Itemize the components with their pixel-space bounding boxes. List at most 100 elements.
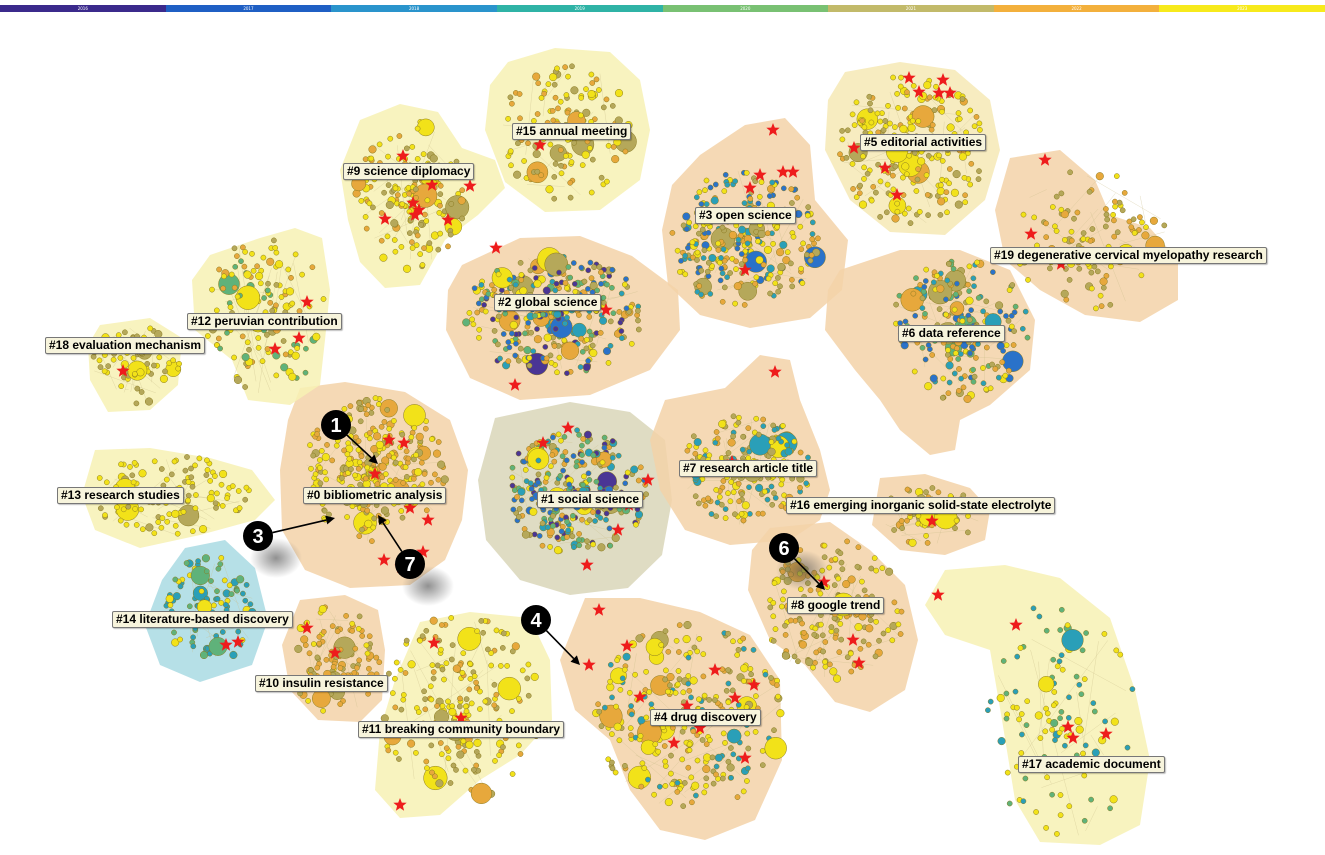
- publication-node: [690, 433, 697, 440]
- publication-node: [864, 170, 871, 177]
- publication-node: [600, 294, 607, 301]
- publication-node: [133, 400, 140, 407]
- citation-edge: [657, 725, 713, 785]
- publication-node: [628, 732, 634, 738]
- publication-node: [320, 296, 327, 302]
- publication-node: [768, 675, 774, 681]
- publication-node: [1050, 702, 1057, 709]
- publication-node: [892, 163, 899, 170]
- publication-node: [546, 528, 555, 537]
- publication-node: [364, 507, 371, 514]
- publication-node: [1025, 277, 1031, 283]
- publication-node: [527, 267, 534, 274]
- publication-node: [509, 648, 516, 655]
- publication-node: [171, 509, 180, 518]
- publication-node: [1049, 791, 1055, 798]
- publication-node: [229, 650, 238, 660]
- publication-node: [407, 660, 416, 669]
- publication-node: [499, 645, 506, 651]
- publication-node: [440, 475, 449, 484]
- publication-node: [1081, 817, 1088, 824]
- publication-node: [930, 279, 937, 286]
- publication-node: [390, 219, 399, 228]
- publication-node: [505, 358, 512, 365]
- publication-node: [975, 176, 982, 182]
- publication-node: [396, 133, 403, 139]
- publication-node: [722, 506, 729, 512]
- publication-node: [904, 486, 911, 493]
- publication-node: [778, 481, 785, 488]
- publication-node: [730, 638, 736, 645]
- cluster-label-c13: #13 research studies: [57, 487, 184, 504]
- publication-node: [512, 352, 519, 359]
- publication-node: [716, 494, 723, 500]
- publication-node: [221, 577, 228, 584]
- publication-node: [692, 450, 699, 457]
- publication-node: [392, 248, 399, 255]
- publication-node: [997, 737, 1006, 746]
- publication-node: [551, 81, 558, 88]
- publication-node: [598, 269, 604, 276]
- publication-node: [435, 246, 442, 253]
- publication-node: [138, 506, 144, 513]
- citation-edge: [486, 660, 491, 756]
- publication-node: [434, 703, 440, 709]
- publication-node: [394, 192, 401, 198]
- publication-node: [728, 745, 734, 751]
- publication-node: [132, 506, 138, 512]
- publication-node: [452, 664, 461, 673]
- publication-node: [704, 268, 711, 275]
- publication-node: [730, 413, 737, 420]
- publication-node: [980, 308, 986, 315]
- publication-node: [456, 750, 465, 759]
- publication-node: [1102, 223, 1109, 230]
- publication-node: [352, 645, 359, 652]
- publication-node: [406, 230, 413, 236]
- publication-node: [713, 487, 720, 493]
- publication-node: [602, 347, 612, 356]
- publication-node: [543, 474, 550, 481]
- publication-node: [1058, 606, 1065, 613]
- publication-node: [867, 617, 874, 624]
- publication-node: [509, 100, 515, 107]
- publication-node: [567, 194, 574, 201]
- publication-node: [928, 126, 935, 133]
- publication-node: [842, 580, 851, 589]
- publication-node: [768, 483, 775, 490]
- publication-node: [308, 465, 314, 472]
- publication-node: [698, 201, 705, 207]
- cluster-hull-c19: [995, 150, 1178, 322]
- publication-node: [242, 249, 248, 255]
- publication-node: [807, 257, 814, 264]
- publication-node: [558, 528, 565, 535]
- publication-node: [1141, 231, 1150, 240]
- publication-node: [706, 452, 713, 459]
- publication-node: [381, 419, 388, 425]
- publication-node: [1017, 645, 1024, 651]
- publication-node: [955, 110, 962, 116]
- publication-node: [247, 601, 254, 608]
- publication-node: [707, 291, 714, 297]
- publication-node: [465, 740, 474, 749]
- publication-node: [428, 479, 434, 486]
- publication-node: [739, 446, 746, 453]
- publication-node: [617, 686, 624, 693]
- publication-node: [890, 172, 896, 179]
- publication-node: [427, 683, 434, 690]
- publication-node: [1054, 663, 1061, 670]
- publication-node: [491, 328, 498, 334]
- publication-node: [721, 284, 728, 291]
- publication-node: [745, 765, 751, 772]
- publication-node: [518, 497, 525, 504]
- citation-edge: [717, 419, 761, 434]
- publication-node: [375, 401, 382, 408]
- publication-node: [515, 695, 522, 702]
- publication-node: [973, 355, 979, 361]
- publication-node: [718, 265, 725, 272]
- publication-node: [752, 729, 759, 735]
- publication-node: [622, 480, 629, 487]
- publication-node: [880, 127, 887, 134]
- publication-node: [844, 538, 850, 545]
- publication-node: [585, 286, 591, 292]
- publication-node: [364, 464, 371, 471]
